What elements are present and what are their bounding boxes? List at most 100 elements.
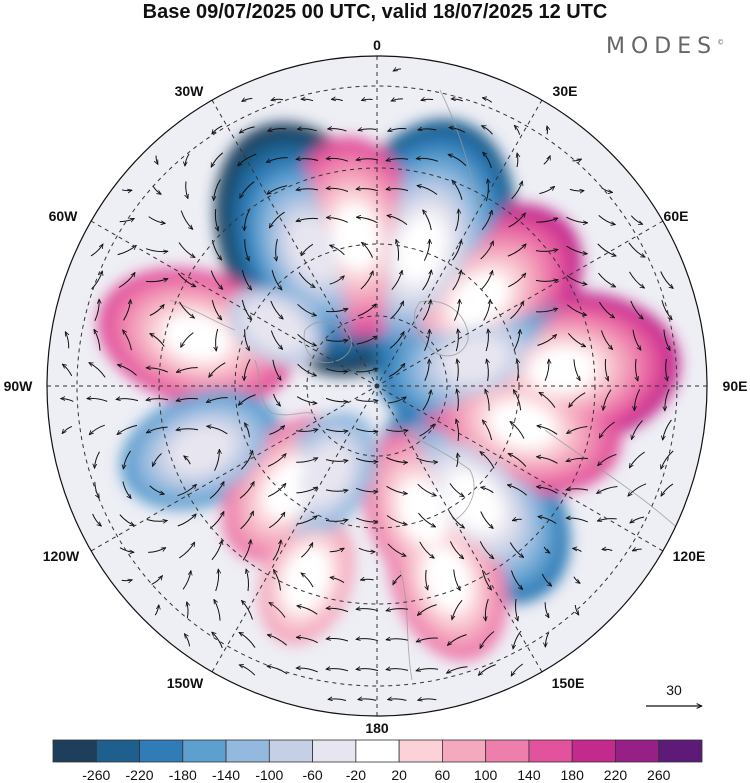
wind-arrow: [62, 364, 73, 377]
wind-arrow: [214, 179, 221, 201]
wind-arrow: [296, 189, 319, 190]
wind-arrow: [356, 336, 377, 345]
wind-arrow: [482, 569, 492, 590]
wind-arrow: [537, 335, 557, 346]
wind-arrow: [447, 634, 467, 646]
wind-arrow: [537, 487, 558, 494]
wind-arrow: [599, 421, 615, 438]
wind-arrow: [566, 245, 588, 254]
wind-arrow: [61, 399, 74, 402]
wind-arrow: [146, 279, 168, 282]
wind-arrow: [122, 481, 131, 499]
wind-arrow: [396, 239, 399, 261]
wind-arrow: [483, 300, 491, 321]
wind-arrow: [516, 598, 518, 621]
wind-arrow: [328, 699, 347, 701]
wind-arrow: [666, 358, 668, 381]
wind-arrow: [597, 243, 616, 256]
colorbar-swatch: [615, 739, 660, 763]
wind-arrow: [296, 457, 318, 463]
wind-arrow: [154, 605, 159, 616]
wind-arrow: [298, 272, 315, 288]
wind-arrow: [386, 485, 408, 493]
wind-arrow: [182, 571, 191, 590]
wind-arrow: [485, 329, 488, 352]
wind-arrow: [628, 483, 647, 496]
wind-arrow: [325, 520, 348, 522]
wind-arrow: [274, 570, 281, 591]
wind-arrow: [479, 541, 494, 558]
wind-arrow: [537, 426, 558, 435]
wind-arrow: [452, 240, 462, 261]
wind-arrow: [480, 241, 494, 260]
wind-arrow: [296, 516, 317, 525]
wind-arrow: [478, 664, 496, 676]
lon-label-120w: 120W: [43, 548, 80, 564]
wind-arrow: [150, 334, 165, 347]
wind-arrow: [325, 460, 348, 462]
wind-arrow: [416, 158, 439, 162]
wind-arrow: [240, 511, 254, 530]
wind-arrow: [267, 454, 286, 467]
wind-arrow: [360, 271, 373, 290]
wind-arrow: [663, 419, 672, 440]
wind-arrow: [485, 598, 489, 621]
wind-arrow: [89, 363, 106, 378]
wind-arrow: [449, 541, 463, 558]
wind-arrow: [272, 359, 281, 380]
wind-arrow: [355, 517, 378, 522]
wind-arrow: [268, 483, 286, 498]
wind-arrow: [566, 275, 587, 285]
wind-arrow: [330, 577, 345, 584]
wind-arrow: [326, 188, 349, 192]
wind-arrow: [212, 125, 223, 134]
wind-arrow: [268, 512, 285, 529]
wind-arrow: [276, 238, 278, 261]
wind-arrow: [216, 328, 219, 351]
wind-arrow: [360, 579, 374, 580]
wind-arrow: [272, 540, 281, 561]
wind-arrow: [388, 363, 405, 378]
wind-arrow: [416, 637, 438, 643]
wind-arrow: [566, 216, 587, 223]
wind-arrow: [536, 217, 558, 223]
wind-arrow: [419, 541, 435, 558]
wind-arrow: [538, 517, 557, 524]
north-pole-marker: [374, 383, 380, 389]
wind-arrow: [544, 359, 549, 381]
wind-arrow: [270, 300, 283, 319]
wind-arrow: [448, 154, 467, 166]
wind-arrow: [177, 514, 196, 527]
wind-arrow: [386, 189, 409, 192]
wind-arrow: [358, 129, 377, 131]
wind-arrow: [422, 270, 432, 291]
wind-arrow: [211, 299, 221, 320]
lon-label-120e: 120E: [673, 548, 706, 564]
wind-arrow: [387, 215, 408, 225]
wind-arrow: [507, 244, 526, 257]
wind-arrow: [206, 397, 228, 403]
wind-arrow: [119, 217, 135, 221]
wind-arrow: [329, 276, 345, 285]
wind-arrow: [239, 665, 256, 676]
wind-arrow: [153, 453, 162, 467]
wind-arrow: [116, 399, 139, 402]
wind-arrow: [417, 604, 437, 616]
wind-arrow: [356, 639, 379, 642]
wind-arrow: [271, 99, 284, 100]
wind-arrow: [149, 485, 165, 494]
wind-arrow: [245, 423, 250, 438]
wind-arrow: [215, 209, 218, 231]
wind-arrow: [118, 273, 135, 288]
wind-arrow: [507, 485, 528, 496]
wind-arrow: [447, 666, 468, 673]
colorbar-swatch: [182, 739, 227, 763]
wind-arrow: [480, 452, 495, 469]
wind-arrow: [266, 157, 288, 163]
reference-vector: 30: [646, 682, 702, 706]
wind-arrow: [391, 99, 403, 102]
wind-arrow: [146, 368, 169, 373]
wind-arrow: [566, 518, 589, 523]
wind-arrow: [511, 181, 523, 200]
wind-arrow: [598, 272, 615, 288]
